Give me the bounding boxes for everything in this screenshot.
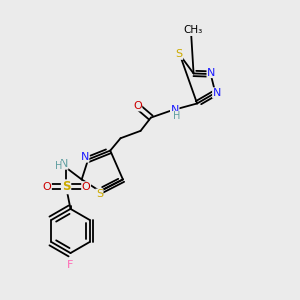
Text: CH₃: CH₃: [183, 26, 202, 35]
Text: N: N: [80, 152, 89, 162]
Text: O: O: [133, 101, 142, 111]
Text: H: H: [172, 111, 180, 122]
Text: N: N: [59, 159, 68, 169]
Text: O: O: [82, 182, 91, 192]
Text: H: H: [55, 161, 62, 171]
Text: S: S: [62, 180, 70, 193]
Text: F: F: [67, 260, 74, 270]
Text: N: N: [170, 105, 179, 115]
Text: N: N: [207, 68, 215, 78]
Text: N: N: [213, 88, 221, 98]
Text: S: S: [176, 49, 183, 59]
Text: S: S: [96, 189, 103, 199]
Text: O: O: [43, 182, 51, 192]
